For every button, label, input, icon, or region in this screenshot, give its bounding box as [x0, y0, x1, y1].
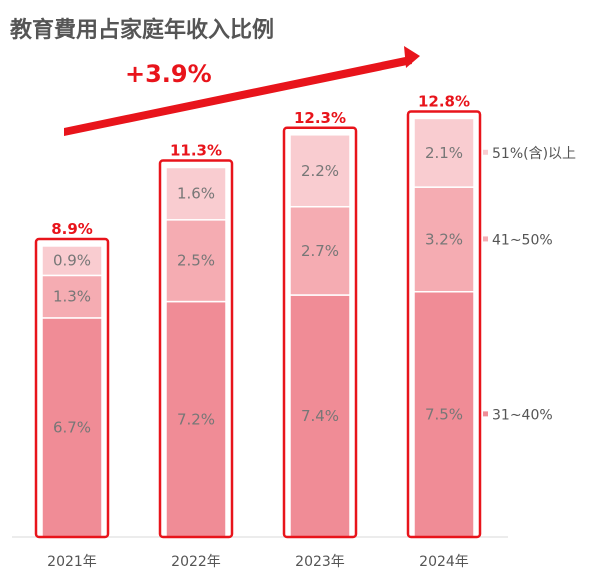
total-value-label: 12.8%	[418, 92, 470, 110]
x-tick-label: 2021年	[47, 554, 97, 570]
legend-label-1: 31~40%	[492, 407, 553, 423]
bar-segment-3-2	[165, 166, 227, 221]
segment-value-label: 2.1%	[425, 144, 463, 162]
total-highlight-frame	[34, 237, 110, 539]
segment-value-label: 7.2%	[177, 410, 215, 428]
segment-value-label: 0.9%	[53, 252, 91, 270]
bar-segment-2-1	[41, 274, 103, 319]
bar-segment-3-1	[41, 245, 103, 277]
total-value-label: 11.3%	[170, 141, 222, 159]
segment-value-label: 3.2%	[425, 230, 463, 248]
legend-marker-2	[483, 236, 488, 242]
segment-value-label: 7.5%	[425, 405, 463, 423]
bar-segment-1-2	[165, 300, 227, 538]
x-tick-label: 2022年	[171, 554, 221, 570]
legend-label-2: 41~50%	[492, 232, 553, 248]
segment-value-label: 2.5%	[177, 252, 215, 270]
bar-segment-3-3	[289, 134, 351, 208]
total-highlight-frame	[158, 159, 234, 539]
total-highlight-frame	[406, 110, 482, 539]
segment-value-label: 2.2%	[301, 162, 339, 180]
segment-value-label: 2.7%	[301, 242, 339, 260]
bar-segment-1-4	[413, 291, 475, 538]
legend-marker-3	[483, 149, 488, 155]
total-value-label: 8.9%	[51, 220, 93, 238]
x-tick-label: 2024年	[419, 554, 469, 570]
total-value-label: 12.3%	[294, 109, 346, 127]
bar-segment-3-4	[413, 117, 475, 188]
segment-value-label: 6.7%	[53, 418, 91, 436]
chart-title: 教育費用占家庭年收入比例	[10, 17, 274, 43]
bar-segment-2-2	[165, 219, 227, 303]
segment-value-label: 1.6%	[177, 185, 215, 203]
legend-marker-1	[483, 411, 488, 417]
legend-label-3: 51%(含)以上	[492, 146, 576, 162]
growth-annotation: +3.9%	[125, 60, 212, 88]
total-highlight-frame	[282, 126, 358, 539]
x-tick-label: 2023年	[295, 554, 345, 570]
growth-arrow-head	[404, 46, 420, 68]
growth-arrow-shaft	[64, 56, 412, 136]
segment-value-label: 7.4%	[301, 407, 339, 425]
segment-value-label: 1.3%	[53, 288, 91, 306]
